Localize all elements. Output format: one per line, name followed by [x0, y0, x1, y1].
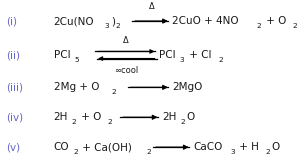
Text: Δ: Δ	[149, 1, 154, 11]
Text: ∞cool: ∞cool	[114, 66, 138, 75]
Text: 3: 3	[180, 57, 185, 63]
Text: 2Mg + O: 2Mg + O	[54, 82, 99, 92]
Text: 2: 2	[73, 149, 78, 155]
Text: 2Cu(NO: 2Cu(NO	[54, 16, 94, 26]
Text: 2: 2	[265, 149, 270, 155]
Text: 3: 3	[230, 149, 235, 155]
Text: (ii): (ii)	[6, 50, 20, 60]
Text: 2: 2	[292, 23, 297, 29]
Text: 2CuO + 4NO: 2CuO + 4NO	[172, 16, 239, 26]
Text: ): )	[111, 16, 115, 26]
Text: (v): (v)	[6, 142, 20, 152]
Text: + Ca(OH): + Ca(OH)	[79, 142, 132, 152]
Text: + O: + O	[78, 112, 101, 122]
Text: 2MgO: 2MgO	[172, 82, 203, 92]
Text: 2: 2	[111, 89, 116, 95]
Text: + Cl: + Cl	[186, 50, 211, 60]
Text: Δ: Δ	[123, 35, 129, 45]
Text: 3: 3	[105, 23, 109, 29]
Text: 5: 5	[75, 57, 79, 63]
Text: PCl: PCl	[159, 50, 175, 60]
Text: (i): (i)	[6, 16, 17, 26]
Text: 2: 2	[72, 119, 76, 125]
Text: 2: 2	[257, 23, 261, 29]
Text: + O: + O	[262, 16, 286, 26]
Text: O: O	[271, 142, 279, 152]
Text: (iv): (iv)	[6, 112, 23, 122]
Text: (iii): (iii)	[6, 82, 23, 92]
Text: CaCO: CaCO	[193, 142, 222, 152]
Text: 2: 2	[218, 57, 223, 63]
Text: 2: 2	[116, 23, 121, 29]
Text: CO: CO	[54, 142, 69, 152]
Text: 2: 2	[107, 119, 112, 125]
Text: 2: 2	[180, 119, 185, 125]
Text: O: O	[186, 112, 194, 122]
Text: 2H: 2H	[54, 112, 68, 122]
Text: PCl: PCl	[54, 50, 70, 60]
Text: 2: 2	[146, 149, 151, 155]
Text: 2H: 2H	[162, 112, 176, 122]
Text: + H: + H	[236, 142, 259, 152]
